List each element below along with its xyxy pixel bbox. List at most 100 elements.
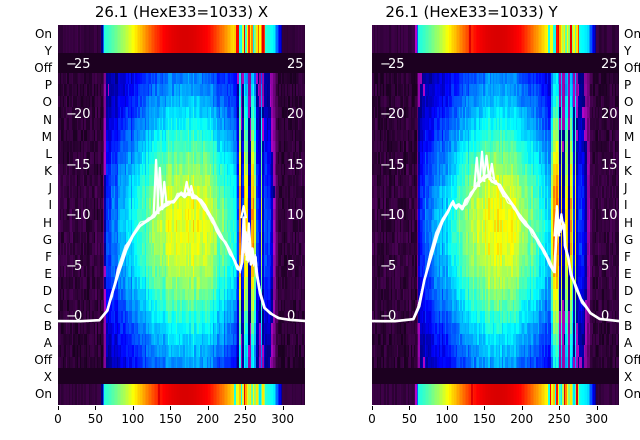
category-label-left-9: J — [48, 181, 52, 196]
panel-y-gap-band-bottom — [372, 368, 619, 384]
heatmap-panel-y[interactable] — [372, 25, 619, 405]
panel-x-ytick-0: −0 — [66, 309, 83, 324]
xtick-mark — [282, 406, 284, 410]
category-label-right-14: E — [624, 267, 632, 282]
category-label-left-3: P — [44, 78, 52, 93]
category-label-left-0: On — [34, 26, 52, 41]
category-label-left-6: M — [41, 129, 52, 144]
panel-y-ytick-15: −15 — [380, 157, 405, 173]
category-label-left-14: E — [44, 267, 52, 282]
xtick-mark — [446, 406, 448, 410]
panel-y-ytick-20: −20 — [380, 107, 405, 123]
panel-y-title: 26.1 (HexE33=1033) Y — [385, 3, 558, 21]
panel-x-top-strip — [58, 25, 305, 53]
panel-x-ytick-15: −15 — [66, 157, 91, 173]
marker-line — [158, 384, 161, 405]
category-label-left-20: X — [43, 370, 52, 385]
category-label-left-16: C — [43, 301, 52, 316]
xtick-label-50: 50 — [87, 412, 104, 426]
category-label-right-3: P — [624, 78, 632, 93]
panel-y-ytick-10: −10 — [380, 208, 405, 224]
panel-y-main-heatmap — [372, 73, 619, 368]
xtick-mark — [484, 406, 486, 410]
panel-x-ytick-right-0: 0 — [287, 309, 296, 324]
category-label-left-8: K — [44, 164, 52, 179]
panel-x-ytick-right-10: 10 — [287, 208, 304, 224]
panel-x-gap-band-bottom — [58, 368, 305, 384]
category-label-right-7: L — [624, 146, 631, 161]
panel-y-ytick-right-0: 0 — [601, 309, 610, 324]
xtick-label-150: 150 — [158, 412, 182, 426]
panel-x-bottom-strip — [58, 384, 305, 405]
xtick-mark — [521, 406, 523, 410]
panel-y-bottom-strip — [372, 384, 619, 405]
xtick-label-0: 0 — [368, 412, 376, 426]
category-label-left-5: N — [43, 112, 52, 127]
category-label-right-20: X — [624, 370, 633, 385]
xtick-mark — [207, 406, 209, 410]
category-label-left-21: On — [34, 387, 52, 402]
xtick-label-100: 100 — [435, 412, 459, 426]
panel-y-ytick-right-25: 25 — [601, 57, 618, 72]
marker-line — [469, 25, 472, 53]
panel-y-ytick-25: −25 — [380, 57, 405, 72]
xtick-label-300: 300 — [585, 412, 608, 426]
xtick-label-200: 200 — [510, 412, 534, 426]
panel-x-ytick-20: −20 — [66, 107, 91, 123]
category-label-left-7: L — [45, 146, 52, 161]
panel-y-ytick-5: −5 — [380, 258, 397, 274]
category-label-left-4: O — [42, 95, 52, 110]
xtick-label-250: 250 — [547, 412, 571, 426]
panel-x-ytick-10: −10 — [66, 208, 91, 224]
category-label-right-6: M — [624, 129, 635, 144]
category-label-left-10: I — [48, 198, 52, 213]
xtick-mark — [596, 406, 598, 410]
xtick-mark — [95, 406, 97, 410]
category-label-right-0: On — [624, 26, 640, 41]
panel-x-ytick-right-20: 20 — [287, 107, 304, 123]
category-label-left-12: G — [42, 232, 52, 247]
category-label-left-18: A — [43, 335, 52, 350]
category-label-left-19: Off — [34, 353, 52, 368]
category-label-right-5: N — [624, 112, 633, 127]
xtick-mark — [170, 406, 172, 410]
panel-y-ytick-right-20: 20 — [601, 107, 618, 123]
xtick-label-50: 50 — [401, 412, 418, 426]
panel-x-ytick-right-25: 25 — [287, 57, 304, 72]
category-label-right-2: Off — [624, 60, 640, 75]
panel-x-ytick-right-15: 15 — [287, 157, 304, 173]
category-label-left-15: D — [42, 284, 52, 299]
xtick-label-200: 200 — [196, 412, 220, 426]
category-label-right-9: J — [624, 181, 628, 196]
xtick-label-0: 0 — [54, 412, 62, 426]
panel-x-gap-band-top — [58, 53, 305, 73]
xtick-label-100: 100 — [121, 412, 145, 426]
category-label-left-13: F — [45, 249, 52, 264]
xtick-mark — [245, 406, 247, 410]
panel-y-ytick-right-15: 15 — [601, 157, 618, 173]
xtick-mark — [409, 406, 411, 410]
category-label-left-17: B — [43, 318, 52, 333]
heatmap-panel-x[interactable] — [58, 25, 305, 405]
category-label-left-11: H — [42, 215, 52, 230]
category-label-right-17: B — [624, 318, 633, 333]
category-label-right-12: G — [624, 232, 634, 247]
category-label-right-15: D — [624, 284, 634, 299]
panel-y-ytick-0: −0 — [380, 309, 397, 324]
category-label-right-19: Off — [624, 353, 640, 368]
category-label-right-11: H — [624, 215, 634, 230]
panel-y-ytick-right-10: 10 — [601, 208, 618, 224]
panel-y-gap-band-top — [372, 53, 619, 73]
xtick-mark — [372, 406, 373, 410]
category-label-left-1: Y — [44, 43, 52, 58]
xtick-label-150: 150 — [472, 412, 496, 426]
category-label-right-4: O — [624, 95, 634, 110]
category-label-right-13: F — [624, 249, 631, 264]
xtick-label-300: 300 — [271, 412, 294, 426]
xtick-label-250: 250 — [233, 412, 257, 426]
category-label-right-18: A — [624, 335, 633, 350]
category-label-right-8: K — [624, 164, 632, 179]
panel-x-main-heatmap — [58, 73, 305, 368]
xtick-mark — [559, 406, 561, 410]
